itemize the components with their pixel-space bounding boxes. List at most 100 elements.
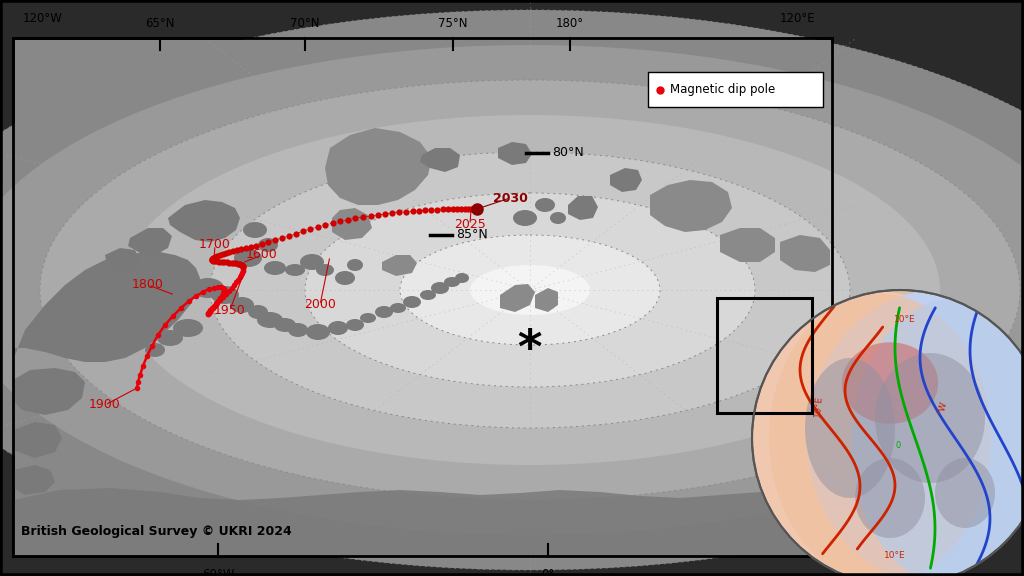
Ellipse shape xyxy=(210,152,850,428)
Text: 0: 0 xyxy=(895,441,901,450)
Text: 2025: 2025 xyxy=(454,218,485,232)
Circle shape xyxy=(752,290,1024,576)
Bar xyxy=(717,298,812,413)
Polygon shape xyxy=(382,255,417,276)
Text: 120°W: 120°W xyxy=(23,12,62,25)
Ellipse shape xyxy=(285,264,305,276)
Text: 1800: 1800 xyxy=(132,279,164,291)
Text: British Geological Survey © UKRI 2024: British Geological Survey © UKRI 2024 xyxy=(22,525,292,538)
Ellipse shape xyxy=(145,343,165,357)
Polygon shape xyxy=(610,168,642,192)
Text: 10°E: 10°E xyxy=(884,551,906,560)
Polygon shape xyxy=(420,148,460,172)
Text: 65°N: 65°N xyxy=(145,17,175,30)
Bar xyxy=(13,38,831,556)
Ellipse shape xyxy=(234,249,262,267)
Polygon shape xyxy=(332,208,372,240)
Ellipse shape xyxy=(346,319,364,331)
Polygon shape xyxy=(105,248,140,272)
Polygon shape xyxy=(498,142,532,165)
Polygon shape xyxy=(13,465,55,495)
Text: 10°E: 10°E xyxy=(813,395,823,417)
Polygon shape xyxy=(535,288,558,312)
Text: 2030: 2030 xyxy=(493,191,527,204)
Polygon shape xyxy=(780,235,830,272)
Ellipse shape xyxy=(935,458,995,528)
Ellipse shape xyxy=(403,296,421,308)
Ellipse shape xyxy=(420,290,436,300)
Polygon shape xyxy=(13,252,200,362)
Text: 1950: 1950 xyxy=(214,304,246,316)
Ellipse shape xyxy=(258,238,278,252)
Ellipse shape xyxy=(120,115,940,465)
Text: 10°E: 10°E xyxy=(894,316,915,324)
Polygon shape xyxy=(500,284,535,312)
Polygon shape xyxy=(13,422,62,458)
Text: 2000: 2000 xyxy=(304,298,336,312)
Ellipse shape xyxy=(248,305,268,319)
Ellipse shape xyxy=(842,342,938,424)
Ellipse shape xyxy=(157,330,183,346)
Polygon shape xyxy=(325,128,432,205)
Ellipse shape xyxy=(40,80,1020,500)
Ellipse shape xyxy=(0,45,1024,535)
Ellipse shape xyxy=(243,222,267,238)
Ellipse shape xyxy=(328,321,348,335)
Text: 0°: 0° xyxy=(542,568,555,576)
Ellipse shape xyxy=(455,273,469,283)
Ellipse shape xyxy=(769,294,991,576)
Ellipse shape xyxy=(335,271,355,285)
Polygon shape xyxy=(720,228,775,262)
Text: 1900: 1900 xyxy=(89,399,121,411)
Ellipse shape xyxy=(874,353,985,483)
Ellipse shape xyxy=(305,193,755,387)
Ellipse shape xyxy=(274,318,296,332)
Ellipse shape xyxy=(807,290,1024,576)
Ellipse shape xyxy=(375,306,393,318)
Text: 80°N: 80°N xyxy=(552,146,584,160)
Ellipse shape xyxy=(444,277,460,287)
Ellipse shape xyxy=(0,10,1024,570)
Text: 85°N: 85°N xyxy=(456,229,487,241)
Ellipse shape xyxy=(513,210,537,226)
Text: 180°: 180° xyxy=(556,17,584,30)
Text: °W: °W xyxy=(936,400,948,416)
Ellipse shape xyxy=(470,265,590,315)
Text: Magnetic dip pole: Magnetic dip pole xyxy=(670,84,775,97)
Text: 1700: 1700 xyxy=(199,238,231,252)
Text: 120°E: 120°E xyxy=(779,12,815,25)
Text: 70°N: 70°N xyxy=(290,17,319,30)
Ellipse shape xyxy=(300,254,324,270)
Ellipse shape xyxy=(288,323,308,337)
Ellipse shape xyxy=(316,264,334,276)
Ellipse shape xyxy=(805,358,895,498)
Polygon shape xyxy=(13,488,830,556)
Ellipse shape xyxy=(535,198,555,212)
Text: 1600: 1600 xyxy=(246,248,278,262)
Ellipse shape xyxy=(257,312,283,328)
Ellipse shape xyxy=(550,212,566,224)
Polygon shape xyxy=(128,228,172,255)
Text: 60°W: 60°W xyxy=(202,568,234,576)
Bar xyxy=(648,72,823,107)
Polygon shape xyxy=(13,368,85,415)
Text: *: * xyxy=(516,328,544,373)
Ellipse shape xyxy=(400,235,660,345)
Ellipse shape xyxy=(264,261,286,275)
Polygon shape xyxy=(568,196,598,220)
Text: 75°N: 75°N xyxy=(438,17,468,30)
Ellipse shape xyxy=(230,297,254,313)
Polygon shape xyxy=(168,200,240,242)
Polygon shape xyxy=(650,180,732,232)
Ellipse shape xyxy=(306,324,330,340)
Ellipse shape xyxy=(851,299,1024,576)
Ellipse shape xyxy=(173,319,203,337)
Ellipse shape xyxy=(431,282,449,294)
Ellipse shape xyxy=(347,259,362,271)
Ellipse shape xyxy=(360,313,376,323)
Ellipse shape xyxy=(737,290,1004,576)
Ellipse shape xyxy=(211,286,239,304)
Bar xyxy=(13,38,831,556)
Ellipse shape xyxy=(855,458,925,538)
Ellipse shape xyxy=(193,278,224,298)
